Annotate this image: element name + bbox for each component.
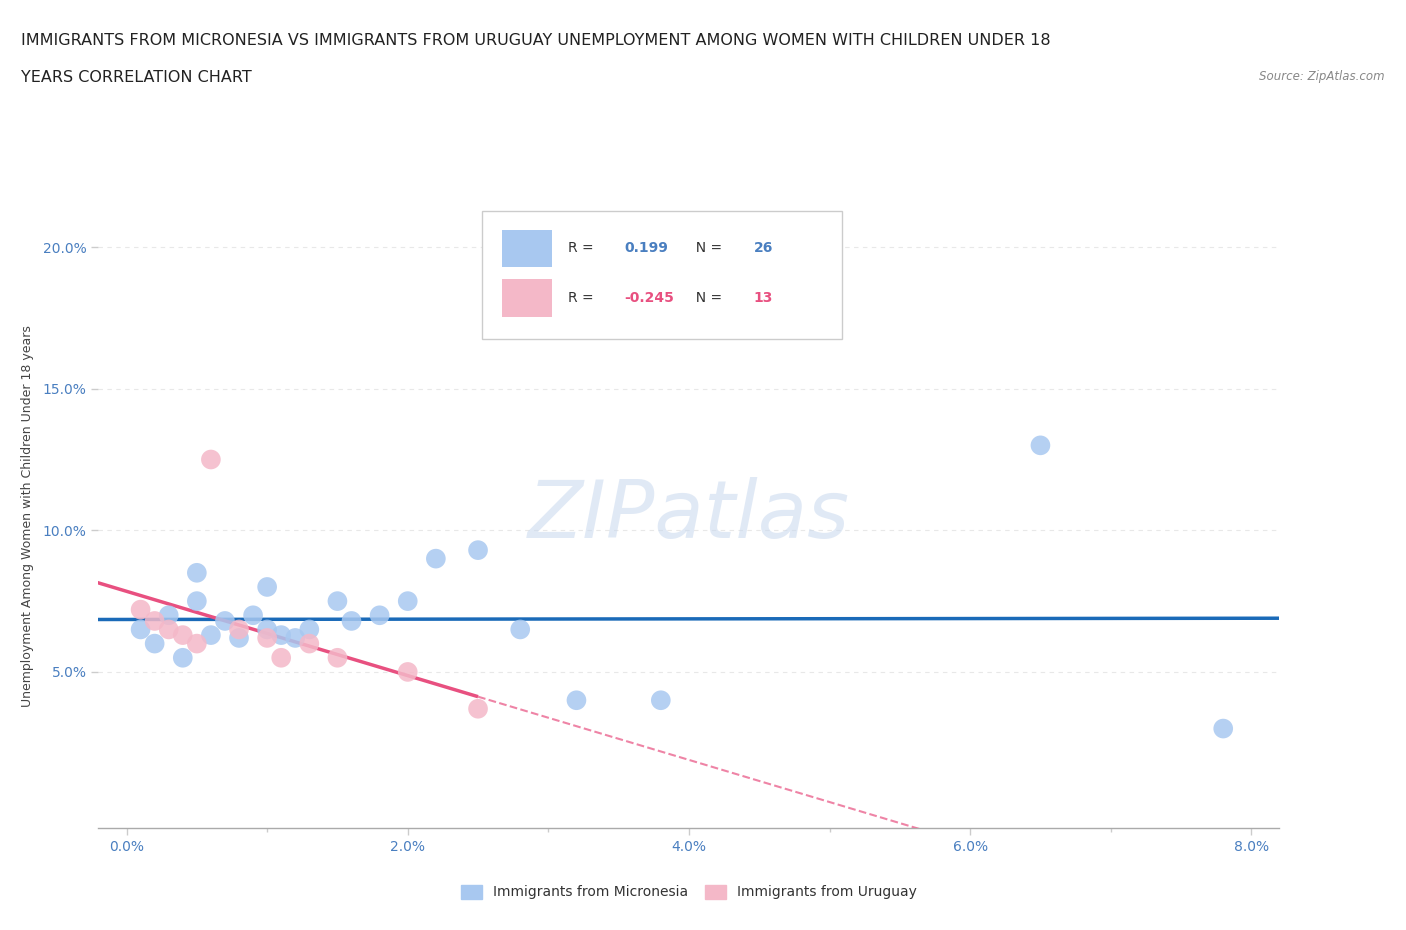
Text: YEARS CORRELATION CHART: YEARS CORRELATION CHART [21, 70, 252, 85]
Point [256, 579, 278, 594]
Point [340, 614, 363, 629]
Point [256, 622, 278, 637]
Text: Source: ZipAtlas.com: Source: ZipAtlas.com [1260, 70, 1385, 83]
Point [1029, 438, 1052, 453]
Point [509, 622, 531, 637]
Point [157, 608, 180, 623]
Point [467, 543, 489, 558]
Point [186, 593, 208, 608]
Text: R =: R = [568, 291, 599, 305]
Point [368, 608, 391, 623]
FancyBboxPatch shape [482, 211, 842, 339]
Text: 26: 26 [754, 241, 773, 255]
Point [129, 622, 152, 637]
Point [129, 603, 152, 618]
Point [143, 614, 166, 629]
Bar [502, 230, 553, 267]
Point [396, 593, 419, 608]
Point [157, 622, 180, 637]
Point [326, 650, 349, 665]
Point [214, 614, 236, 629]
Text: 0.199: 0.199 [624, 241, 668, 255]
Point [326, 593, 349, 608]
Point [650, 693, 672, 708]
Text: 13: 13 [754, 291, 773, 305]
Point [228, 622, 250, 637]
Point [228, 631, 250, 645]
Point [1212, 721, 1234, 736]
Point [200, 628, 222, 643]
Point [172, 628, 194, 643]
Point [565, 693, 588, 708]
Text: R =: R = [568, 241, 599, 255]
Point [256, 631, 278, 645]
Point [396, 664, 419, 679]
Y-axis label: Unemployment Among Women with Children Under 18 years: Unemployment Among Women with Children U… [21, 326, 34, 707]
Point [143, 636, 166, 651]
Point [284, 631, 307, 645]
Bar [502, 279, 553, 317]
Point [270, 650, 292, 665]
Text: N =: N = [686, 241, 725, 255]
Point [186, 565, 208, 580]
Text: ZIPatlas: ZIPatlas [527, 477, 851, 555]
Point [200, 452, 222, 467]
Text: N =: N = [686, 291, 725, 305]
Point [298, 622, 321, 637]
Point [467, 701, 489, 716]
Point [298, 636, 321, 651]
Point [172, 650, 194, 665]
Point [186, 636, 208, 651]
Point [242, 608, 264, 623]
Legend: Immigrants from Micronesia, Immigrants from Uruguay: Immigrants from Micronesia, Immigrants f… [456, 879, 922, 905]
Text: -0.245: -0.245 [624, 291, 673, 305]
Text: IMMIGRANTS FROM MICRONESIA VS IMMIGRANTS FROM URUGUAY UNEMPLOYMENT AMONG WOMEN W: IMMIGRANTS FROM MICRONESIA VS IMMIGRANTS… [21, 33, 1050, 47]
Point [270, 628, 292, 643]
Point [425, 551, 447, 566]
